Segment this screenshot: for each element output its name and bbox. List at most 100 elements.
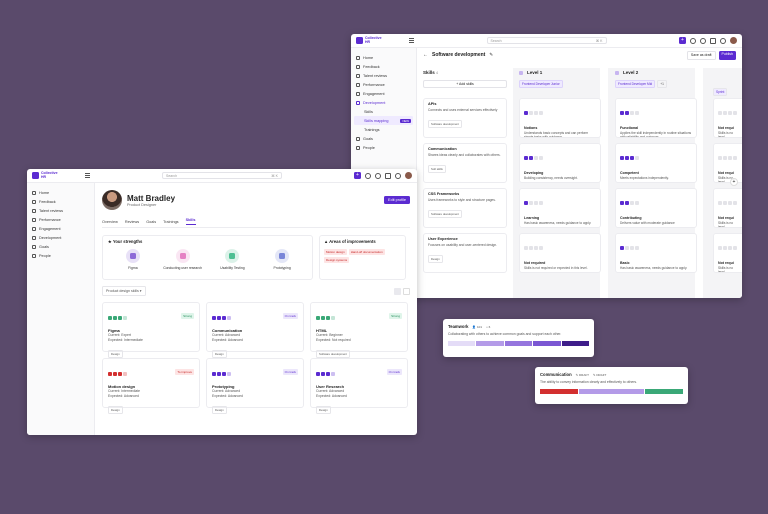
search-input[interactable]: Search ⌘ K [486,37,607,44]
level-cell-card[interactable]: Developing Building consistency, needs o… [519,143,601,183]
level-cell-title: Notions [524,126,538,130]
skill-card[interactable]: Strong Figma Current: Expert Expected: I… [102,302,200,358]
add-button[interactable]: + [354,172,361,179]
edit-pencil-icon[interactable]: ✎ [489,52,494,57]
communication-card[interactable]: Communication ✎ DRAFT ✎ DRAFT The abilit… [535,367,688,404]
profile-role: Product Designer [127,202,157,207]
sidebar-item-feedback[interactable]: Feedback [30,197,91,206]
teamwork-title: Teamwork [448,324,469,329]
skill-row-card[interactable]: CSS Frameworks Uses frameworks to style … [423,188,507,228]
bell-icon[interactable] [395,172,401,179]
skills-filter-dropdown[interactable]: Product design skills ▾ [102,286,146,296]
level-cell-card[interactable]: Contributing Delivers value with moderat… [615,188,697,228]
sidebar-item-goals[interactable]: Goals [354,134,413,143]
level-2-more-tag[interactable]: +1 [657,80,667,88]
avatar[interactable] [405,172,412,179]
level-square [620,111,624,115]
level-square [630,156,634,160]
tab-goals[interactable]: Goals [146,219,157,224]
level-cell-card[interactable]: Functional Applies the skill independent… [615,98,697,138]
skill-level-square [113,372,117,376]
sidebar-item-engagement[interactable]: Engagement [354,89,413,98]
level-cell-title: Not requi [718,261,734,265]
scroll-right-button[interactable]: + [730,178,738,186]
sidebar-item-home[interactable]: Home [354,53,413,62]
apps-grid-icon[interactable] [84,173,90,178]
level-cell-card[interactable]: Not requi Skills is no level. [713,233,742,273]
skill-card-name: Prototyping [212,384,235,389]
level-cell-card[interactable]: Learning Has basic awareness, needs guid… [519,188,601,228]
inbox-icon[interactable] [710,37,716,44]
publish-button[interactable]: Publish [718,50,736,60]
level-cell-desc: Applies the skill independently in routi… [620,131,692,138]
tab-skills[interactable]: Skills [185,218,196,225]
level-cell-card[interactable]: Notions Understands basic concepts and c… [519,98,601,138]
sidebar-item-performance[interactable]: Performance [354,80,413,89]
sidebar-item-talent-reviews[interactable]: Talent reviews [30,206,91,215]
level-1-role-tag[interactable]: Frontend Developer Junior [519,80,563,88]
skill-card[interactable]: On track Communication Current: Advanced… [206,302,304,358]
sidebar-sub-skills-mapping[interactable]: Skills mapping NEW [354,116,413,125]
skill-card[interactable]: To improve Motion design Current: Interm… [102,358,200,414]
sidebar-item-development[interactable]: Development [30,233,91,242]
add-skills-button[interactable]: + Add skills [423,80,507,88]
edit-profile-button[interactable]: Edit profile [384,196,410,204]
skill-card-expected: Expected: Advanced [212,393,243,398]
sidebar-item-people[interactable]: People [30,251,91,260]
list-view-icon[interactable] [403,287,410,295]
skill-level-square [222,372,226,376]
avatar[interactable] [730,37,737,44]
sidebar-item-engagement[interactable]: Engagement [30,224,91,233]
sidebar-item-feedback[interactable]: Feedback [354,62,413,71]
help-icon[interactable] [690,37,696,44]
help-icon[interactable] [365,172,371,179]
teamwork-card[interactable]: Teamwork 👤 101 ⌂ 6 Collaborating with ot… [443,319,594,357]
sidebar-item-talent-reviews[interactable]: Talent reviews [354,71,413,80]
level-2-role-tag[interactable]: Frontend Developer Mid [615,80,656,88]
skill-card-current: Current: Intermediate [108,389,141,393]
level-3-role-tag[interactable]: Sprint [713,88,728,96]
skill-row-card[interactable]: APIs Connects and uses external services… [423,98,507,138]
save-draft-button[interactable]: Save as draft [686,50,716,60]
skill-row-card[interactable]: User Experience Focuses on usability and… [423,233,507,273]
level-squares [620,237,692,255]
improvement-tag: Motion design [324,249,347,255]
level-cell-card[interactable]: Basic Has basic awareness, needs guidanc… [615,233,697,273]
level-cell-card[interactable]: Not required Skills is not required or e… [519,233,601,273]
tab-overview[interactable]: Overview [102,219,118,224]
bell-icon[interactable] [720,37,726,44]
level-2-header: Level 2 [615,70,638,75]
sidebar-item-development[interactable]: Development [354,98,413,107]
skill-card[interactable]: Strong HTML Current: Beginner Expected: … [310,302,408,358]
strength-label: Figma [128,266,138,270]
level-cell-card[interactable]: Competent Meets expectations independent… [615,143,697,183]
sidebar-sub-trainings[interactable]: Trainings [364,127,380,132]
sidebar-item-home[interactable]: Home [30,188,91,197]
search-input[interactable]: Search ⌘ K [162,172,282,179]
sidebar-item-people[interactable]: People [354,143,413,152]
settings-icon[interactable] [700,37,706,44]
skill-card[interactable]: On track Prototyping Current: Advanced E… [206,358,304,414]
grid-view-icon[interactable] [394,287,401,295]
add-button[interactable]: + [679,37,686,44]
settings-icon[interactable] [375,172,381,179]
sidebar-item-goals[interactable]: Goals [30,242,91,251]
level-cell-card[interactable]: Not requi Skills is no level. [713,188,742,228]
sidebar-sub-skills[interactable]: Skills [364,109,373,114]
level-cell-card[interactable]: Not requi Skills is no level. [713,143,742,183]
sidebar-item-performance[interactable]: Performance [30,215,91,224]
level-cell-card[interactable]: Not requi Skills is no level. [713,98,742,138]
tab-trainings[interactable]: Trainings [163,219,179,224]
skill-card[interactable]: On track User Research Current: Advanced… [310,358,408,414]
new-badge: NEW [400,118,411,123]
apps-grid-icon[interactable] [408,38,414,43]
level-square [635,246,639,250]
back-arrow-icon[interactable]: ← [423,52,428,58]
skill-card-tag: Design [212,350,227,358]
skill-row-card[interactable]: Communication Shares ideas clearly and c… [423,143,507,183]
inbox-icon[interactable] [385,172,391,179]
tab-reviews[interactable]: Reviews [124,219,140,224]
skill-level-square [212,372,216,376]
skill-level-square [118,372,122,376]
level-cell-title: Developing [524,171,544,175]
